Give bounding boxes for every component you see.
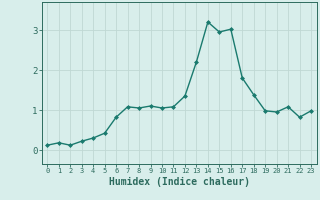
X-axis label: Humidex (Indice chaleur): Humidex (Indice chaleur): [109, 177, 250, 187]
